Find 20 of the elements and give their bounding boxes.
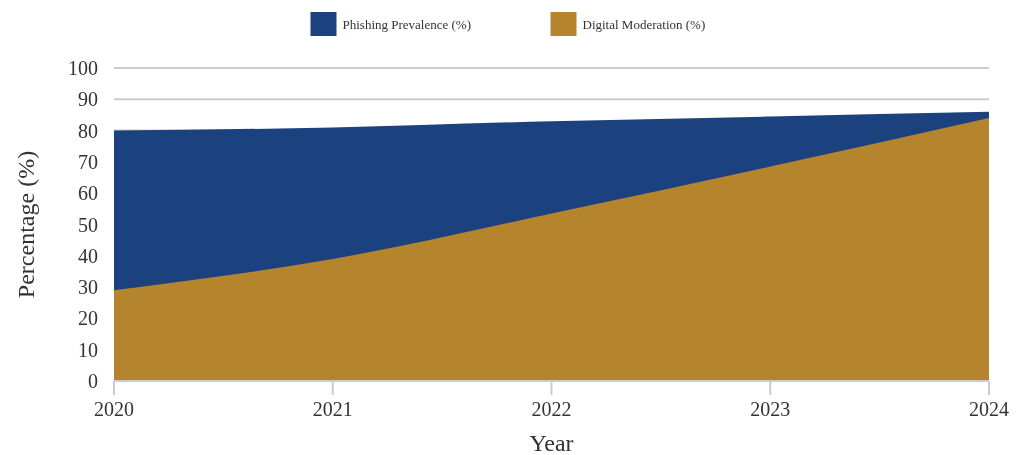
y-tick-label: 70: [78, 150, 98, 173]
x-tick-label: 2020: [94, 398, 134, 420]
y-axis-title: Percentage (%): [13, 150, 39, 299]
y-tick-label: 50: [78, 213, 98, 236]
legend-label: Phishing Prevalence (%): [342, 16, 472, 32]
x-tick-label: 2021: [312, 398, 353, 420]
x-tick-label: 2024: [969, 398, 1009, 420]
x-axis-title: Year: [529, 430, 574, 455]
y-tick-label: 90: [78, 88, 98, 111]
y-tick-label: 100: [68, 57, 98, 79]
x-tick-label: 2023: [750, 398, 791, 420]
y-tick-label: 20: [78, 307, 98, 330]
y-tick-label: 0: [88, 370, 98, 392]
y-tick-label: 80: [78, 119, 98, 142]
y-tick-label: 60: [78, 182, 98, 205]
legend-label: Digital Moderation (%): [582, 16, 706, 32]
x-tick-label: 2022: [531, 398, 572, 420]
y-tick-label: 10: [78, 338, 98, 361]
y-tick-label: 30: [78, 276, 98, 299]
y-tick-label: 40: [78, 244, 98, 267]
